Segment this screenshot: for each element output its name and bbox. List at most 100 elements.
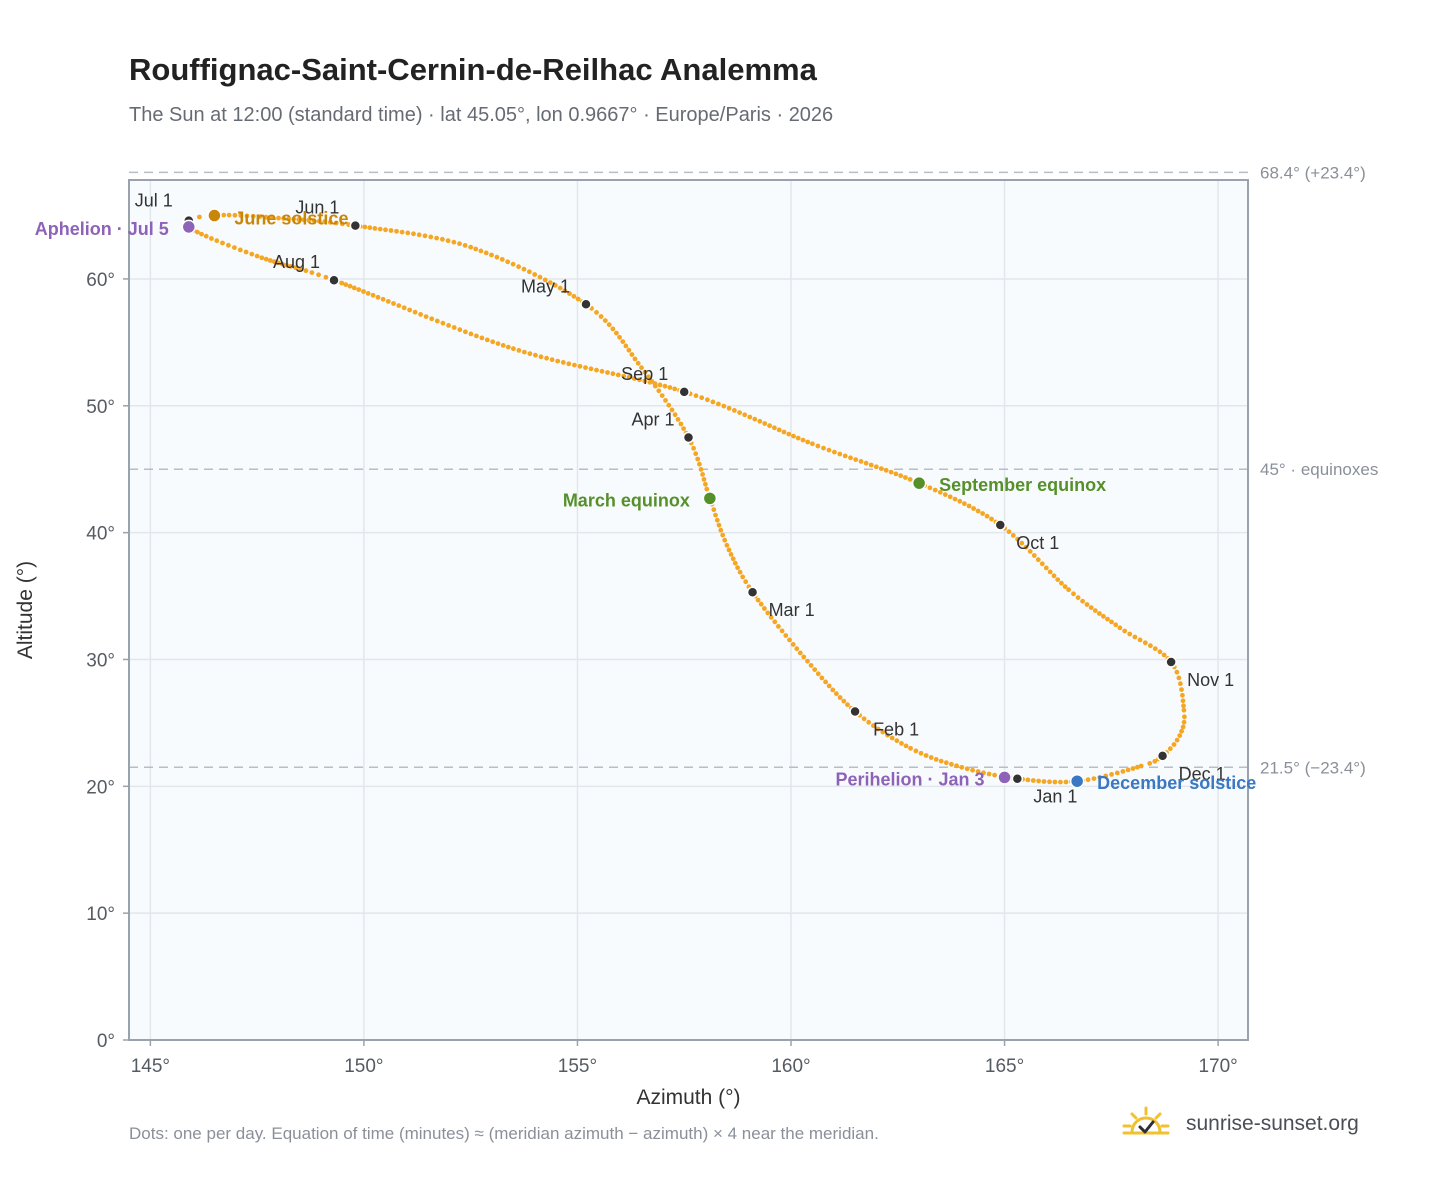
daily-sun-dot <box>675 417 681 422</box>
daily-sun-dot <box>521 266 527 272</box>
daily-sun-dot <box>269 215 275 221</box>
daily-sun-dot <box>1152 758 1158 764</box>
daily-sun-dot <box>533 352 538 358</box>
daily-sun-dot <box>343 282 349 287</box>
daily-sun-dot <box>429 316 435 322</box>
daily-sun-dot <box>615 372 621 378</box>
daily-sun-dot <box>791 433 796 439</box>
daily-sun-dot <box>271 259 277 265</box>
daily-sun-dot <box>505 259 511 265</box>
daily-sun-dot <box>1075 595 1081 600</box>
daily-sun-dot <box>693 393 699 399</box>
daily-sun-dot <box>1071 591 1076 597</box>
daily-sun-dot <box>544 355 549 361</box>
daily-sun-dot <box>339 280 345 286</box>
event-marker <box>207 208 222 223</box>
daily-sun-dot <box>693 451 699 457</box>
daily-sun-dot <box>1085 777 1091 783</box>
daily-sun-dot <box>1180 724 1186 730</box>
daily-sun-dot <box>732 560 738 566</box>
daily-sun-dot <box>571 293 577 299</box>
daily-sun-dot <box>737 569 743 575</box>
daily-sun-dot <box>826 683 832 689</box>
daily-sun-dot <box>1103 773 1109 779</box>
daily-sun-dot <box>975 769 981 774</box>
daily-sun-dot <box>970 767 975 773</box>
daily-sun-dot <box>347 283 353 289</box>
month-marker-label: May 1 <box>521 276 570 296</box>
daily-sun-dot <box>1025 777 1031 783</box>
daily-sun-dot <box>711 507 717 513</box>
daily-sun-dot <box>479 335 485 341</box>
daily-sun-dot <box>489 252 494 258</box>
daily-sun-dot <box>949 761 954 767</box>
daily-sun-dot <box>405 230 411 236</box>
daily-sun-dot <box>649 379 655 384</box>
daily-sun-dot <box>495 341 501 346</box>
daily-sun-dot <box>626 347 632 353</box>
daily-sun-dot <box>868 462 874 468</box>
daily-sun-dot <box>566 361 572 367</box>
daily-sun-dot <box>1047 569 1053 575</box>
daily-sun-dot <box>642 378 648 384</box>
daily-sun-dot <box>797 650 803 656</box>
daily-sun-dot <box>365 291 371 296</box>
daily-sun-dot <box>681 426 686 431</box>
brand[interactable]: sunrise-sunset.org <box>1120 1104 1359 1144</box>
event-label: June solstice <box>234 209 348 229</box>
daily-sun-dot <box>971 506 976 511</box>
footnote: Dots: one per day. Equation of time (min… <box>129 1124 879 1143</box>
daily-sun-dot <box>875 726 881 732</box>
daily-sun-dot <box>1043 565 1049 571</box>
daily-sun-dot <box>697 461 702 467</box>
daily-sun-dot <box>199 231 204 237</box>
daily-sun-dot <box>652 383 658 389</box>
daily-sun-dot <box>841 698 847 704</box>
x-tick-label: 145° <box>131 1056 170 1077</box>
daily-sun-dot <box>871 723 876 729</box>
y-tick-label: 30° <box>86 650 115 671</box>
daily-sun-dot <box>646 374 651 380</box>
daily-sun-dot <box>516 264 521 270</box>
daily-sun-dot <box>610 371 616 377</box>
month-marker-label: Apr 1 <box>631 409 674 429</box>
daily-sun-dot <box>249 251 255 257</box>
daily-sun-dot <box>598 314 604 319</box>
daily-sun-dot <box>254 253 260 259</box>
daily-sun-dot <box>263 256 269 262</box>
daily-sun-dot <box>552 282 558 288</box>
reference-line-label: 21.5° (−23.4°) <box>1260 758 1366 777</box>
daily-sun-dot <box>662 383 668 389</box>
daily-sun-dot <box>1167 746 1173 752</box>
daily-sun-dot <box>1084 602 1090 607</box>
event-marker <box>1069 773 1085 789</box>
daily-sun-dot <box>361 289 366 294</box>
daily-sun-dot <box>291 216 297 222</box>
daily-sun-dot <box>1036 778 1041 784</box>
daily-sun-dot <box>927 485 933 491</box>
daily-sun-dot <box>1097 611 1102 616</box>
daily-sun-dot <box>221 212 227 218</box>
daily-sun-dot <box>1181 703 1186 709</box>
daily-sun-dot <box>1179 728 1184 734</box>
event-marker <box>181 219 197 235</box>
daily-sun-dot <box>832 449 837 455</box>
daily-sun-dot <box>527 269 532 275</box>
daily-sun-dot <box>801 654 807 660</box>
daily-sun-dot <box>562 288 568 294</box>
daily-sun-dot <box>767 423 772 429</box>
daily-sun-dot <box>383 227 388 233</box>
daily-sun-dot <box>243 249 249 255</box>
daily-sun-dot <box>1066 587 1071 593</box>
daily-sun-dot <box>1035 557 1041 563</box>
daily-sun-dot <box>984 513 990 519</box>
daily-sun-dot <box>311 218 317 224</box>
daily-sun-dot <box>889 735 895 741</box>
daily-sun-dot <box>942 492 948 497</box>
daily-sun-dot <box>451 325 457 330</box>
daily-sun-dot <box>830 687 836 693</box>
daily-sun-dot <box>933 757 939 762</box>
daily-sun-dot <box>765 610 771 616</box>
daily-sun-dot <box>705 397 710 403</box>
daily-sun-dot <box>776 624 781 629</box>
